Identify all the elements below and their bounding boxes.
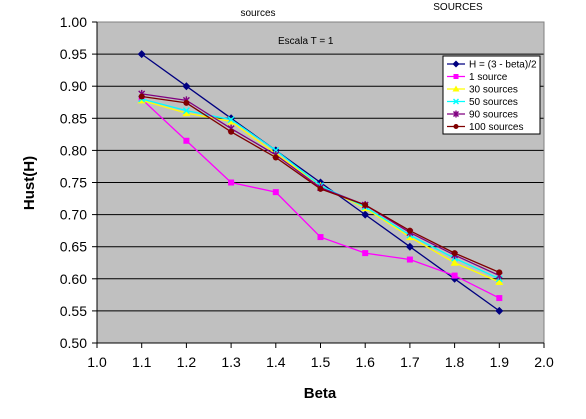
x-tick-label: 1.4 (266, 354, 286, 370)
y-tick-label: 0.55 (60, 303, 87, 319)
x-tick-label: 1.1 (132, 354, 152, 370)
series-point (406, 227, 413, 234)
x-tick-label: 1.6 (355, 354, 375, 370)
legend-label: 50 sources (469, 97, 518, 108)
y-tick-label: 0.60 (60, 271, 87, 287)
series-point (317, 234, 324, 241)
legend-label: 1 source (469, 72, 508, 83)
y-tick-label: 1.00 (60, 14, 87, 30)
series-point (496, 295, 503, 302)
series-point (138, 93, 145, 100)
series-point (451, 250, 458, 257)
y-tick-label: 0.75 (60, 175, 87, 191)
series-point (496, 269, 503, 276)
series-point (227, 117, 236, 125)
series-point (406, 256, 413, 263)
series-point (183, 137, 190, 144)
series-point-stroke (227, 116, 235, 124)
series-point (227, 116, 235, 124)
series-point (272, 154, 279, 161)
legend-marker (453, 74, 459, 79)
series-5 (138, 93, 503, 276)
y-tick-label: 0.65 (60, 239, 87, 255)
legend-label: H = (3 - beta)/2 (469, 60, 537, 71)
x-tick-label: 2.0 (534, 354, 554, 370)
legend-label: 30 sources (469, 85, 518, 96)
legend-marker (452, 85, 460, 92)
axes: 0.50 0.55 0.60 0.65 0.70 0.75 0.80 0.85 0.90 0.95… (60, 14, 554, 370)
series-point (405, 242, 414, 251)
legend-marker (452, 60, 460, 68)
legend-label: 100 sources (469, 122, 523, 133)
x-tick-label: 1.9 (490, 354, 510, 370)
series-point (450, 258, 459, 266)
series-point (317, 185, 324, 192)
y-tick-label: 0.85 (60, 110, 87, 126)
y-tick-label: 0.90 (60, 78, 87, 94)
x-tick-label: 1.7 (400, 354, 420, 370)
series-point (228, 128, 235, 135)
x-tick-label: 1.8 (445, 354, 465, 370)
x-tick-label: 1.2 (177, 354, 197, 370)
legend-label: 90 sources (469, 110, 518, 121)
legend-box (442, 55, 541, 135)
annotation-inner: Escala T = 1 (278, 36, 334, 47)
series-point (228, 179, 235, 186)
series-point (137, 50, 146, 59)
annotation-top-left: sources (240, 8, 275, 19)
y-tick-label: 0.95 (60, 46, 87, 62)
series-point (361, 210, 370, 219)
x-axis-title: Beta (304, 385, 337, 402)
legend-marker (453, 124, 459, 129)
y-axis-title: Hust(H) (21, 156, 38, 210)
series-layer (137, 50, 504, 315)
series-point (495, 278, 504, 286)
legend-marker (453, 110, 459, 118)
x-tick-label: 1.0 (87, 354, 107, 370)
series-point (362, 250, 369, 257)
series-point (182, 107, 190, 115)
series-point (362, 201, 369, 208)
y-tick-label: 0.70 (60, 207, 87, 223)
series-point (182, 109, 191, 117)
y-tick-label: 0.50 (60, 335, 87, 351)
series-point (451, 272, 458, 279)
series-point (495, 306, 504, 315)
series-point-stroke (182, 107, 190, 115)
legend-marker (453, 98, 459, 105)
x-tick-label: 1.3 (221, 354, 241, 370)
series-point (272, 189, 279, 196)
series-point (183, 99, 190, 106)
x-tick-label: 1.5 (311, 354, 331, 370)
y-tick-label: 0.80 (60, 142, 87, 158)
annotation-top-right: SOURCES (433, 2, 483, 13)
series-point (182, 82, 191, 91)
legend-marker-stroke (453, 98, 459, 105)
